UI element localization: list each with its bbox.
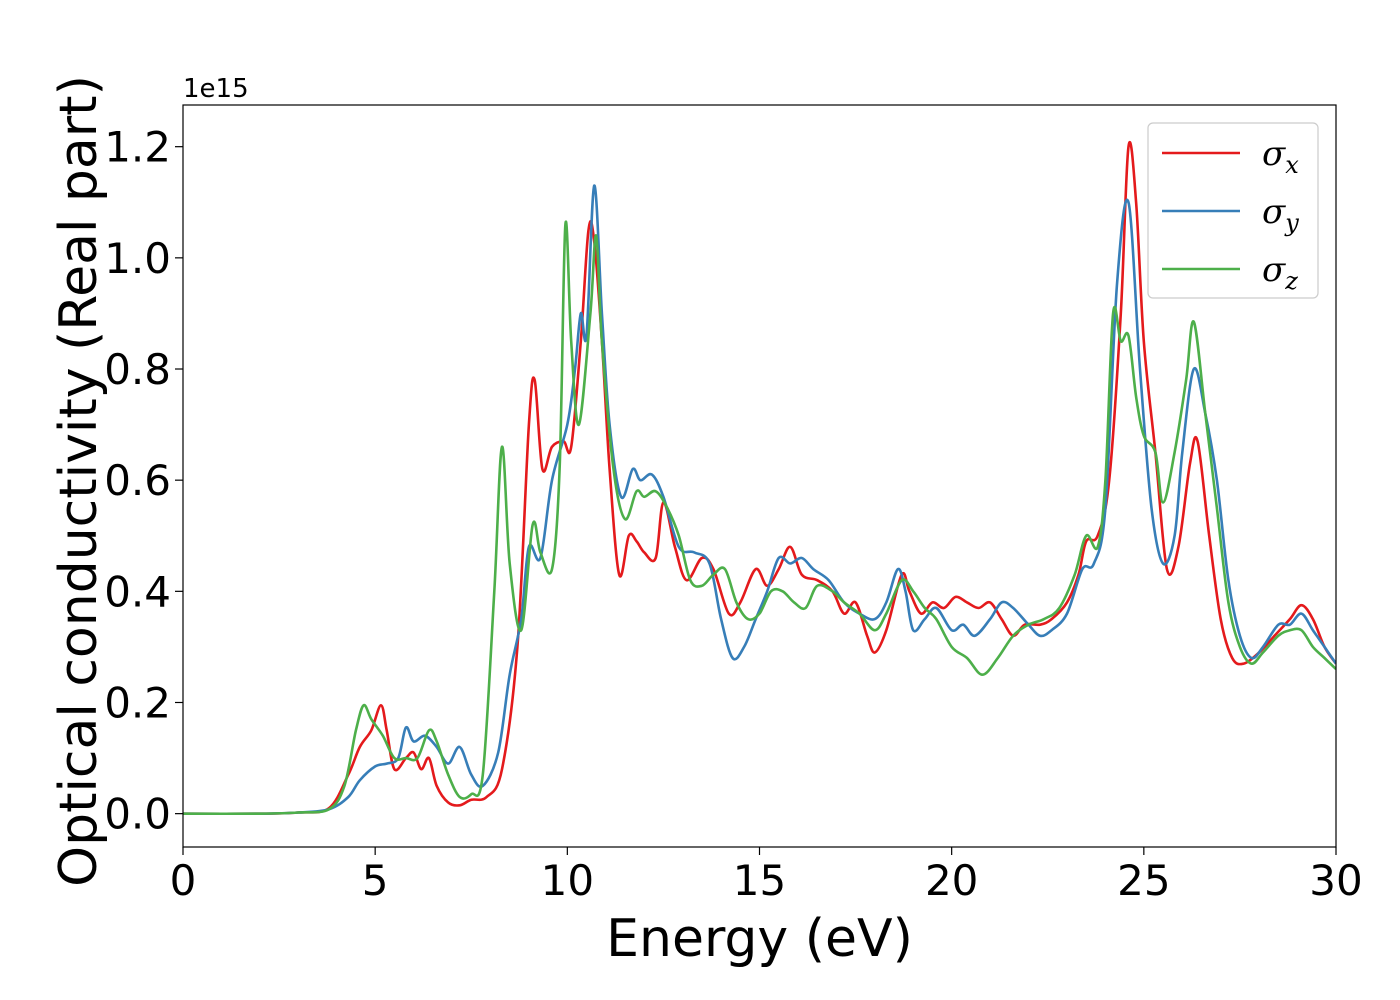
x-tick-label: 15 <box>733 856 786 905</box>
y-axis-title: Optical conductivity (Real part) <box>49 75 109 887</box>
ticks-layer: 0 5 10 15 20 25 30 0.0 0.2 0.4 0.6 0.8 1.0 1.2 <box>104 123 1363 905</box>
x-axis-title: Energy (eV) <box>606 909 913 969</box>
legend-label-x: σx <box>1262 134 1299 179</box>
legend-label-z: σz <box>1262 250 1298 295</box>
legend-label-y: σy <box>1262 192 1299 237</box>
y-tick-label: 1.2 <box>104 123 171 172</box>
y-tick-label: 1.0 <box>104 234 171 283</box>
y-axis-multiplier: 1e15 <box>183 74 249 104</box>
x-tick-label: 5 <box>362 856 389 905</box>
series-line-y <box>183 184 1336 816</box>
x-tick-label: 20 <box>925 856 978 905</box>
series-line-x <box>183 140 1336 816</box>
x-tick-label: 30 <box>1309 856 1362 905</box>
x-tick-label: 0 <box>170 856 197 905</box>
x-tick-label: 10 <box>541 856 594 905</box>
series-layer <box>183 140 1336 816</box>
y-tick-label: 0.8 <box>104 345 171 394</box>
series-line-z <box>183 220 1336 816</box>
y-tick-label: 0.4 <box>104 567 171 616</box>
legend: σx σy σz <box>1147 122 1319 299</box>
y-tick-label: 0.0 <box>104 790 171 839</box>
x-tick-label: 25 <box>1117 856 1170 905</box>
y-tick-label: 0.6 <box>104 456 171 505</box>
y-tick-label: 0.2 <box>104 678 171 727</box>
